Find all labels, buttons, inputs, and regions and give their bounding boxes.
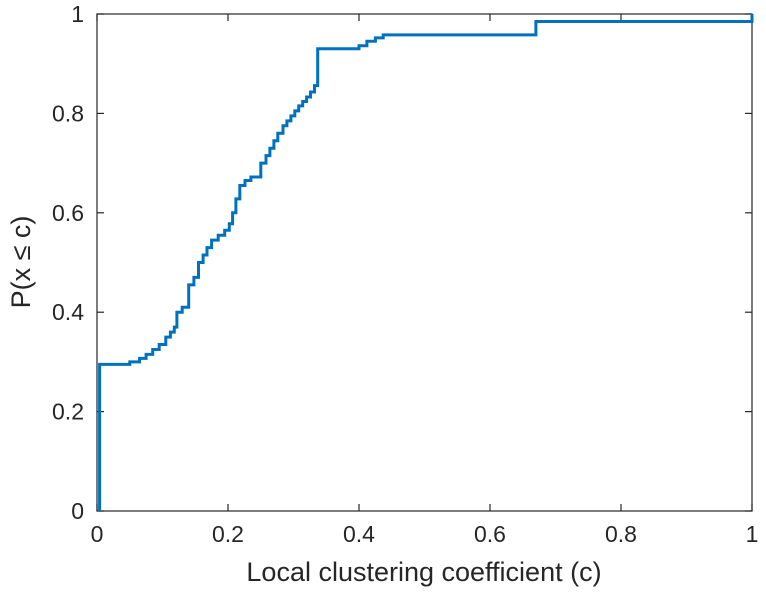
y-tick-label: 1 <box>71 1 84 27</box>
x-tick-label: 0.4 <box>343 521 375 547</box>
plot-box <box>96 13 753 512</box>
y-tick-label: 0.6 <box>52 200 84 226</box>
x-tick-label: 1 <box>746 521 759 547</box>
axes-layer <box>96 13 753 512</box>
x-axis-label: Local clustering coefficient (c) <box>246 557 601 587</box>
x-tick-label: 0.6 <box>474 521 506 547</box>
x-tick-label: 0 <box>91 521 104 547</box>
data-layer <box>98 14 754 511</box>
y-tick-label: 0.4 <box>52 299 84 325</box>
ecdf-line <box>98 14 754 511</box>
y-tick-label: 0 <box>71 498 84 524</box>
y-tick-label: 0.8 <box>52 100 84 126</box>
y-axis-label: P(x ≤ c) <box>6 216 36 309</box>
y-tick-label: 0.2 <box>52 399 84 425</box>
x-tick-label: 0.8 <box>605 521 637 547</box>
x-tick-label: 0.2 <box>212 521 244 547</box>
tick-label-layer: 0 0.2 0.4 0.6 0.8 1 0 0.2 0.4 0.6 0.8 1 <box>52 1 758 547</box>
